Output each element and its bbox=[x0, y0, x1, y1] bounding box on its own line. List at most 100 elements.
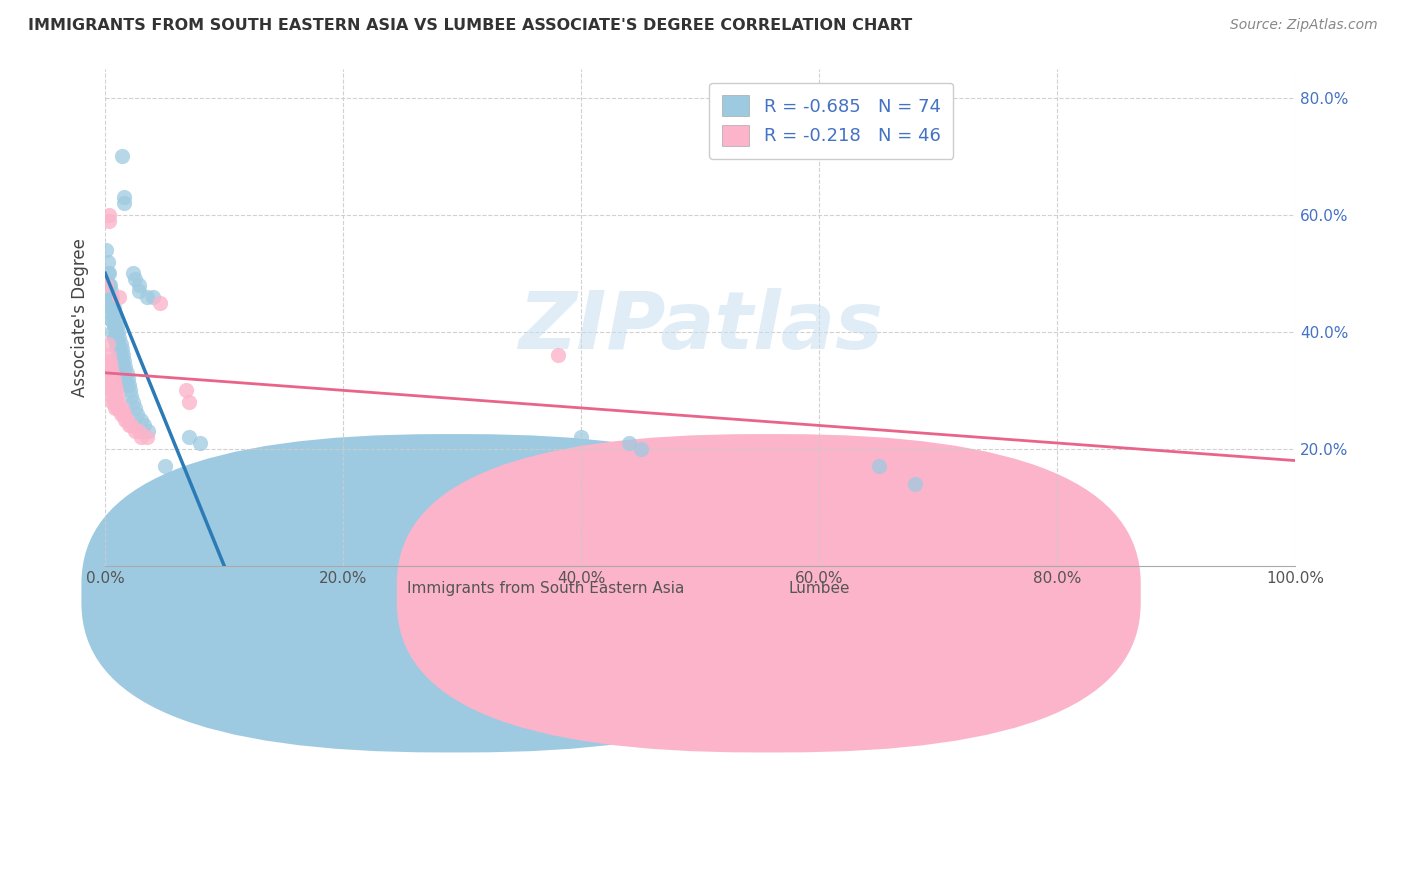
Point bbox=[135, 430, 157, 444]
Point bbox=[103, 372, 125, 386]
Point bbox=[111, 343, 134, 357]
Point bbox=[107, 325, 129, 339]
Point bbox=[120, 384, 142, 398]
Point bbox=[129, 412, 152, 426]
Point bbox=[112, 190, 135, 204]
Point bbox=[100, 307, 122, 321]
Point bbox=[97, 359, 120, 374]
Point bbox=[104, 389, 127, 403]
Point bbox=[103, 307, 125, 321]
Text: ZIPatlas: ZIPatlas bbox=[517, 288, 883, 366]
Point bbox=[190, 436, 212, 450]
Point bbox=[110, 359, 132, 374]
Point bbox=[112, 359, 135, 374]
Point bbox=[120, 418, 142, 433]
Point bbox=[107, 395, 129, 409]
Point bbox=[105, 343, 128, 357]
Point bbox=[115, 412, 138, 426]
Point bbox=[97, 348, 120, 362]
Point bbox=[104, 331, 127, 345]
Point bbox=[101, 395, 124, 409]
Point bbox=[128, 425, 150, 439]
Point bbox=[177, 430, 200, 444]
Point bbox=[103, 301, 125, 316]
Point bbox=[617, 436, 640, 450]
Point bbox=[110, 348, 132, 362]
Point bbox=[112, 407, 135, 421]
Point bbox=[97, 336, 120, 351]
Point bbox=[153, 459, 176, 474]
Point bbox=[112, 348, 135, 362]
Point bbox=[101, 313, 124, 327]
Point bbox=[121, 266, 143, 280]
Point bbox=[97, 354, 120, 368]
Y-axis label: Associate's Degree: Associate's Degree bbox=[72, 238, 89, 397]
Point bbox=[100, 313, 122, 327]
Point bbox=[101, 290, 124, 304]
Point bbox=[110, 336, 132, 351]
Point bbox=[108, 290, 131, 304]
Point bbox=[111, 401, 134, 415]
Point bbox=[105, 331, 128, 345]
Point bbox=[112, 372, 135, 386]
Point bbox=[903, 477, 925, 491]
Point bbox=[115, 377, 138, 392]
Point bbox=[104, 318, 127, 333]
Point bbox=[98, 290, 121, 304]
Point bbox=[108, 331, 131, 345]
Point bbox=[98, 366, 121, 380]
Point bbox=[96, 243, 118, 257]
FancyBboxPatch shape bbox=[82, 434, 825, 753]
Point bbox=[134, 418, 156, 433]
Point bbox=[98, 278, 121, 293]
Point bbox=[115, 366, 138, 380]
Point bbox=[128, 284, 150, 298]
Point bbox=[606, 494, 628, 508]
Point bbox=[98, 354, 121, 368]
Point bbox=[107, 336, 129, 351]
Point bbox=[100, 295, 122, 310]
Point bbox=[868, 459, 890, 474]
Point bbox=[101, 366, 124, 380]
Point bbox=[128, 278, 150, 293]
Point bbox=[117, 372, 139, 386]
Point bbox=[630, 442, 652, 456]
Point bbox=[136, 425, 159, 439]
Point bbox=[124, 272, 146, 286]
Point bbox=[108, 343, 131, 357]
Text: Source: ZipAtlas.com: Source: ZipAtlas.com bbox=[1230, 18, 1378, 32]
Point bbox=[101, 325, 124, 339]
Point bbox=[104, 307, 127, 321]
Point bbox=[101, 301, 124, 316]
Point bbox=[112, 354, 135, 368]
Point bbox=[129, 430, 152, 444]
Point bbox=[104, 401, 127, 415]
Point bbox=[104, 336, 127, 351]
Text: Immigrants from South Eastern Asia: Immigrants from South Eastern Asia bbox=[406, 581, 685, 596]
Point bbox=[111, 354, 134, 368]
Point bbox=[98, 301, 121, 316]
Point bbox=[97, 290, 120, 304]
Point bbox=[104, 325, 127, 339]
Point bbox=[114, 359, 136, 374]
FancyBboxPatch shape bbox=[396, 434, 1140, 753]
Point bbox=[98, 377, 121, 392]
Point bbox=[104, 395, 127, 409]
Point bbox=[100, 284, 122, 298]
Point bbox=[114, 372, 136, 386]
Point bbox=[135, 290, 157, 304]
Point bbox=[101, 389, 124, 403]
Point bbox=[100, 372, 122, 386]
Point bbox=[96, 278, 118, 293]
Point bbox=[177, 395, 200, 409]
Point bbox=[120, 389, 142, 403]
Text: Lumbee: Lumbee bbox=[789, 581, 851, 596]
Point bbox=[97, 372, 120, 386]
Point bbox=[111, 149, 134, 163]
Point bbox=[114, 412, 136, 426]
Point bbox=[108, 401, 131, 415]
Point bbox=[101, 377, 124, 392]
Text: IMMIGRANTS FROM SOUTH EASTERN ASIA VS LUMBEE ASSOCIATE'S DEGREE CORRELATION CHAR: IMMIGRANTS FROM SOUTH EASTERN ASIA VS LU… bbox=[28, 18, 912, 33]
Point bbox=[105, 318, 128, 333]
Point bbox=[105, 401, 128, 415]
